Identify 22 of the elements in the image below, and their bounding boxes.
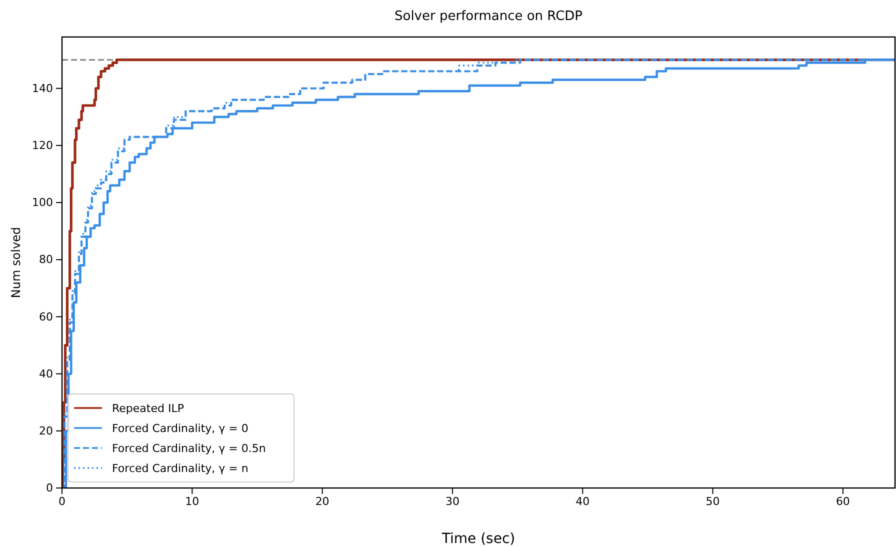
y-tick-label: 80 — [39, 253, 53, 266]
y-tick-label: 140 — [32, 82, 53, 95]
x-tick-label: 60 — [836, 494, 850, 508]
y-tick-label: 100 — [32, 196, 53, 210]
x-tick-label: 50 — [706, 494, 720, 508]
y-tick-label: 60 — [39, 310, 53, 324]
y-tick-label: 20 — [39, 424, 53, 438]
x-tick-label: 30 — [445, 494, 460, 508]
y-tick-label: 120 — [32, 138, 53, 152]
legend-label: Forced Cardinality, γ = n — [112, 462, 248, 475]
x-tick-label: 40 — [576, 494, 590, 508]
legend-label: Forced Cardinality, γ = 0 — [112, 422, 248, 435]
y-tick-label: 0 — [46, 482, 53, 495]
y-axis-title: Num solved — [9, 226, 23, 298]
chart-title: Solver performance on RCDP — [394, 9, 583, 24]
x-tick-label: 20 — [315, 494, 330, 508]
x-tick-label: 10 — [185, 494, 200, 508]
y-tick-label: 40 — [39, 367, 53, 380]
x-axis-title: Time (sec) — [440, 531, 516, 547]
legend-label: Forced Cardinality, γ = 0.5n — [112, 442, 266, 455]
x-tick-label: 0 — [58, 494, 66, 508]
legend-label: Repeated ILP — [112, 402, 184, 415]
